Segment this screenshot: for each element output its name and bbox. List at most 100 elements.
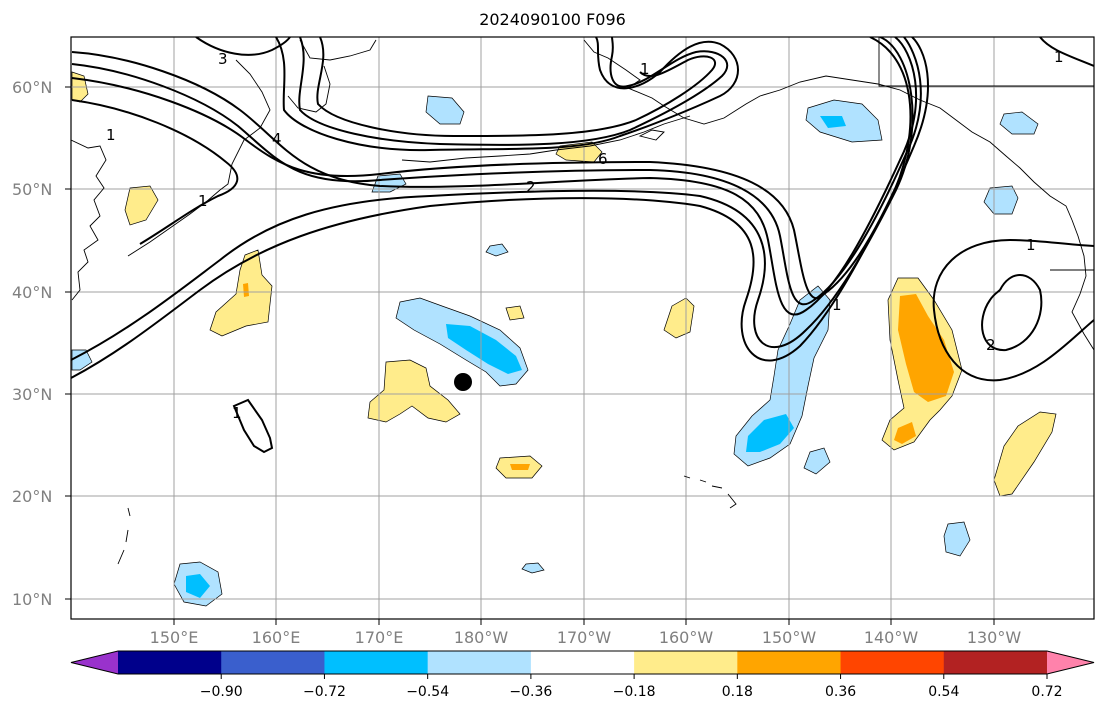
positive-anomaly-region (124, 185, 159, 226)
kodiak-island (638, 129, 665, 141)
positive-anomaly-region (663, 297, 695, 339)
contour-label: 1 (1054, 48, 1064, 66)
colorbar-tick-label: −0.18 (613, 684, 656, 700)
marianas-islands (117, 507, 131, 565)
colorbar-segment (840, 651, 945, 674)
contour-label: 3 (218, 50, 228, 68)
contour-label: 2 (986, 336, 996, 354)
colorbar-segment (634, 651, 738, 674)
negative-anomaly-region (999, 111, 1039, 135)
contour-label-group: 3 4 6 2 1 1 1 1 1 2 1 1 (106, 48, 1064, 422)
strong-negative-anomaly-region (820, 116, 846, 128)
colorbar-tick-label: −0.36 (509, 684, 552, 700)
lat-label: 20°N (12, 487, 52, 506)
positive-anomaly-region (993, 411, 1057, 497)
lat-label: 60°N (12, 78, 52, 97)
map-plot-area: 3 4 6 2 1 1 1 1 1 2 1 1 (71, 37, 1094, 619)
colorbar-extend-max (1047, 651, 1094, 674)
colorbar-segment (118, 651, 222, 674)
contour-line (932, 238, 1094, 382)
colorbar: −0.90 −0.72 −0.54 −0.36 −0.18 0.18 0.36 0.54 0.7… (70, 650, 1095, 700)
colorbar-tick-label: −0.72 (303, 684, 346, 700)
colorbar-tick-label: 0.36 (825, 684, 856, 700)
contour-line (316, 37, 716, 138)
hawaiian-islands (683, 475, 737, 509)
map-grid (71, 37, 1094, 619)
colorbar-segment (427, 651, 532, 674)
lon-label: 170°E (355, 628, 404, 647)
plot-frame (70, 36, 1095, 620)
contour-label: 6 (598, 150, 608, 168)
contour-label: 1 (232, 404, 242, 422)
positive-anomaly-region (367, 359, 461, 423)
colorbar-tick-label: 0.72 (1031, 684, 1062, 700)
lat-label: 50°N (12, 180, 52, 199)
contour-line (275, 37, 739, 152)
colorbar-tick-label: −0.90 (200, 684, 243, 700)
strong-positive-anomaly-region (243, 283, 249, 297)
lat-label: 30°N (12, 385, 52, 404)
strong-positive-anomaly-region (898, 294, 954, 402)
colorbar-tick-label: 0.18 (722, 684, 753, 700)
lon-label: 160°W (659, 628, 714, 647)
contour-label: 1 (640, 60, 650, 78)
asia-coastline (71, 139, 107, 301)
contour-line (71, 99, 239, 245)
storm-center-marker (454, 373, 472, 391)
lat-label: 10°N (12, 590, 52, 609)
strong-negative-anomaly-region (746, 414, 794, 452)
lon-label: 150°W (762, 628, 817, 647)
lon-label: 150°E (150, 628, 199, 647)
contour-label: 2 (526, 178, 536, 196)
contour-label: 4 (272, 130, 282, 148)
negative-anomaly-region (803, 447, 831, 475)
colorbar-tick-label: −0.54 (406, 684, 449, 700)
negative-anomaly-region (71, 349, 93, 371)
contour-label: 1 (106, 126, 116, 144)
coastlines (71, 37, 1094, 565)
lon-label: 160°E (252, 628, 301, 647)
contour-line (981, 274, 1043, 352)
lon-label: 180°W (454, 628, 509, 647)
negative-anomaly-region (983, 185, 1019, 215)
bering-coastline (287, 65, 331, 113)
negative-anomaly-region (485, 243, 509, 257)
lon-label: 140°W (864, 628, 919, 647)
strong-negative-anomaly-region (186, 574, 210, 598)
colorbar-segment (943, 651, 1048, 674)
contour-label: 1 (832, 296, 842, 314)
longitude-labels: 150°E 160°E 170°E 180°W 170°W 160°W 150°… (150, 628, 1022, 647)
colorbar-segment (737, 651, 842, 674)
contour-label: 1 (1026, 236, 1036, 254)
colorbar-tick-label: 0.54 (928, 684, 959, 700)
strong-positive-anomaly-region (894, 422, 916, 444)
canada-border (878, 37, 1094, 87)
strong-positive-anomaly-region (510, 464, 530, 470)
positive-anomaly-region (505, 305, 525, 321)
alaska-coastline (583, 39, 1073, 221)
contour-label: 1 (198, 192, 208, 210)
contour-line (71, 37, 922, 306)
negative-anomaly-region (943, 521, 971, 557)
chukotka-coastline (299, 39, 377, 61)
colorbar-segment (324, 651, 429, 674)
map-title: 2024090100 F096 (479, 10, 626, 29)
contour-line (298, 37, 729, 146)
aleutian-islands (401, 115, 691, 163)
contour-line (71, 37, 929, 300)
contour-lines (71, 37, 1094, 454)
contour-line (195, 37, 291, 56)
colorbar-segment (530, 651, 635, 674)
latitude-labels: 60°N 50°N 40°N 30°N 20°N 10°N (12, 78, 52, 609)
lon-label: 170°W (557, 628, 612, 647)
colorbar-extend-min (71, 651, 118, 674)
kamchatka-coastline (219, 59, 271, 191)
colorbar-outline (70, 650, 1095, 675)
contour-line (1039, 37, 1094, 67)
negative-anomaly-region (425, 95, 465, 125)
strong-negative-anomaly-region (446, 324, 522, 374)
contour-line (232, 398, 274, 454)
colorbar-segment (221, 651, 325, 674)
lat-label: 40°N (12, 283, 52, 302)
